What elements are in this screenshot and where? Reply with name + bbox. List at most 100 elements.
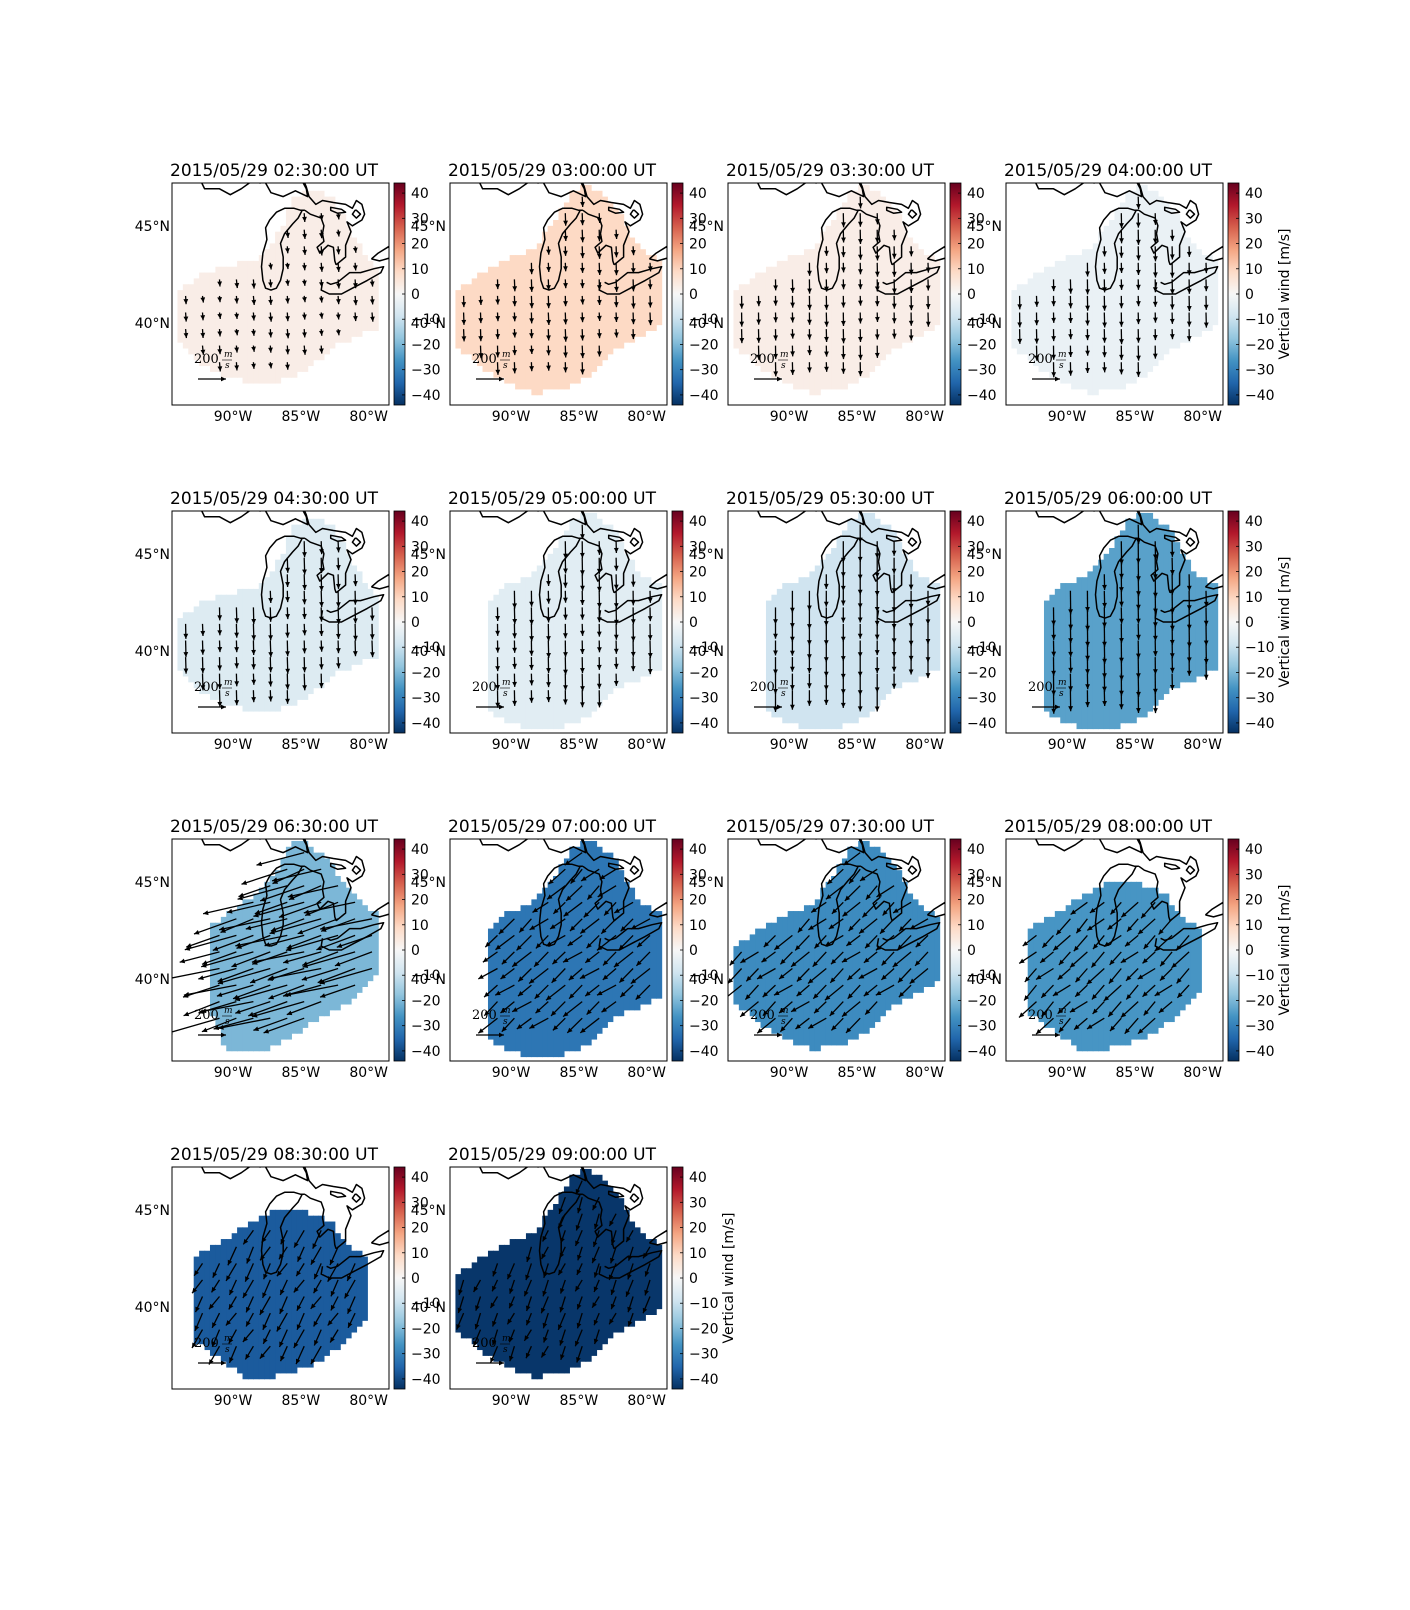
wind-vector bbox=[1068, 295, 1073, 309]
vertical-wind-cell bbox=[1185, 922, 1192, 1005]
vertical-wind-cell bbox=[536, 1227, 543, 1380]
colorbar-tick-label: 20 bbox=[1245, 893, 1263, 909]
vertical-wind-cell bbox=[356, 571, 363, 665]
wind-vector bbox=[285, 262, 290, 270]
colorbar-tick-label: 40 bbox=[411, 514, 429, 530]
colorbar-tick-label: −40 bbox=[1245, 388, 1275, 404]
vertical-wind-cell bbox=[634, 899, 641, 1011]
wind-vector bbox=[613, 673, 619, 686]
wind-vector bbox=[563, 541, 568, 559]
vertical-wind-cell bbox=[466, 284, 473, 355]
lon-tick-label: 90°W bbox=[214, 409, 253, 425]
colorbar-tick-label: −40 bbox=[411, 1044, 441, 1060]
wind-vector bbox=[1169, 246, 1175, 260]
vertical-wind-cell bbox=[345, 225, 352, 343]
vertical-wind-cell bbox=[1103, 225, 1110, 390]
vertical-wind-cell bbox=[618, 214, 625, 349]
vertical-wind-cell bbox=[612, 208, 619, 349]
wind-vector bbox=[1085, 345, 1090, 356]
wind-vector bbox=[915, 934, 929, 948]
colorbar-title: Vertical wind [m/s] bbox=[721, 1213, 737, 1344]
wind-vector bbox=[352, 590, 358, 605]
colorbar-tick-label: 40 bbox=[689, 842, 707, 858]
wind-vector bbox=[1170, 657, 1175, 673]
vertical-wind-cell bbox=[471, 1262, 478, 1345]
wind-vector bbox=[1136, 329, 1141, 343]
wind-vector bbox=[285, 295, 290, 304]
colorbar-tick-label: 10 bbox=[411, 590, 429, 606]
wind-vector bbox=[369, 295, 375, 305]
wind-vector bbox=[1119, 623, 1124, 644]
wind-vector bbox=[564, 852, 583, 866]
wind-vector bbox=[841, 279, 846, 290]
wind-vector bbox=[251, 362, 256, 369]
wind-vector bbox=[516, 1017, 532, 1030]
wind-vector bbox=[193, 1263, 204, 1277]
vertical-wind-cell bbox=[1130, 881, 1137, 1040]
wind-vector bbox=[285, 590, 290, 603]
wind-vector bbox=[773, 312, 778, 323]
vertical-wind-cell bbox=[765, 922, 773, 1028]
wind-vector bbox=[1018, 1001, 1037, 1018]
wind-vector bbox=[842, 901, 861, 917]
colorbar-tick-label: 10 bbox=[689, 1246, 707, 1262]
vertical-wind-cell bbox=[1212, 583, 1219, 671]
wind-vector bbox=[620, 918, 634, 932]
wind-vector bbox=[1126, 918, 1139, 933]
wind-vector bbox=[336, 934, 373, 948]
colorbar-tick-label: 20 bbox=[689, 237, 707, 253]
vertical-wind-cell bbox=[542, 231, 549, 390]
lake-superior-outline bbox=[201, 1167, 309, 1182]
colorbar-tick-label: 10 bbox=[1245, 262, 1263, 278]
vertical-wind-cell bbox=[253, 1221, 260, 1380]
colorbar-tick-label: 40 bbox=[1245, 514, 1263, 530]
wind-vector bbox=[778, 1001, 793, 1014]
wind-vector bbox=[1186, 312, 1192, 327]
wind-vector bbox=[335, 213, 341, 220]
lat-tick-label: 40°N bbox=[689, 644, 724, 660]
vertical-wind-cell bbox=[1109, 220, 1116, 390]
colorbar-tick-label: −20 bbox=[1245, 337, 1275, 353]
colorbar-tick-label: 40 bbox=[411, 186, 429, 202]
wind-vector bbox=[1153, 312, 1158, 323]
wind-vector bbox=[286, 934, 322, 949]
wind-vector bbox=[593, 1329, 600, 1345]
scale-unit-denominator: s bbox=[225, 361, 230, 371]
lake-huron-outline bbox=[582, 209, 615, 266]
wind-vector bbox=[217, 279, 222, 287]
wind-vector bbox=[495, 279, 500, 290]
wind-vector bbox=[259, 1246, 271, 1261]
colorbar-tick-label: 20 bbox=[1245, 237, 1263, 253]
wind-vector bbox=[1136, 279, 1141, 290]
wind-vector bbox=[245, 918, 288, 931]
colorbar-tick-label: 20 bbox=[411, 237, 429, 253]
lake-ontario-outline bbox=[370, 1230, 389, 1246]
wind-vector bbox=[268, 295, 273, 305]
colorbar-tick-label: 10 bbox=[967, 262, 985, 278]
wind-vector bbox=[597, 295, 602, 306]
wind-vector bbox=[234, 657, 240, 669]
wind-vector bbox=[790, 1001, 810, 1013]
wind-vector bbox=[217, 967, 271, 985]
wind-vector bbox=[614, 607, 619, 625]
wind-vector bbox=[1052, 934, 1071, 951]
wind-vector bbox=[613, 574, 619, 590]
colorbar-tick-label: −40 bbox=[411, 388, 441, 404]
wind-vector bbox=[580, 246, 585, 259]
wind-vector bbox=[580, 295, 585, 305]
wind-vector bbox=[908, 574, 914, 590]
wind-vector bbox=[560, 1230, 566, 1244]
wind-vector bbox=[279, 1279, 288, 1296]
wind-vector bbox=[1073, 1017, 1088, 1031]
wind-vector bbox=[580, 590, 585, 606]
vertical-wind-cell bbox=[323, 524, 330, 683]
wind-vector bbox=[563, 640, 568, 658]
wind-vector bbox=[457, 1296, 465, 1314]
wind-vector bbox=[874, 640, 880, 656]
vertical-wind-cell bbox=[912, 899, 919, 993]
wind-vector bbox=[234, 984, 288, 1002]
wind-vector bbox=[353, 623, 358, 641]
wind-vector bbox=[773, 279, 778, 291]
wind-vector bbox=[857, 623, 863, 639]
wind-vector bbox=[596, 673, 602, 689]
